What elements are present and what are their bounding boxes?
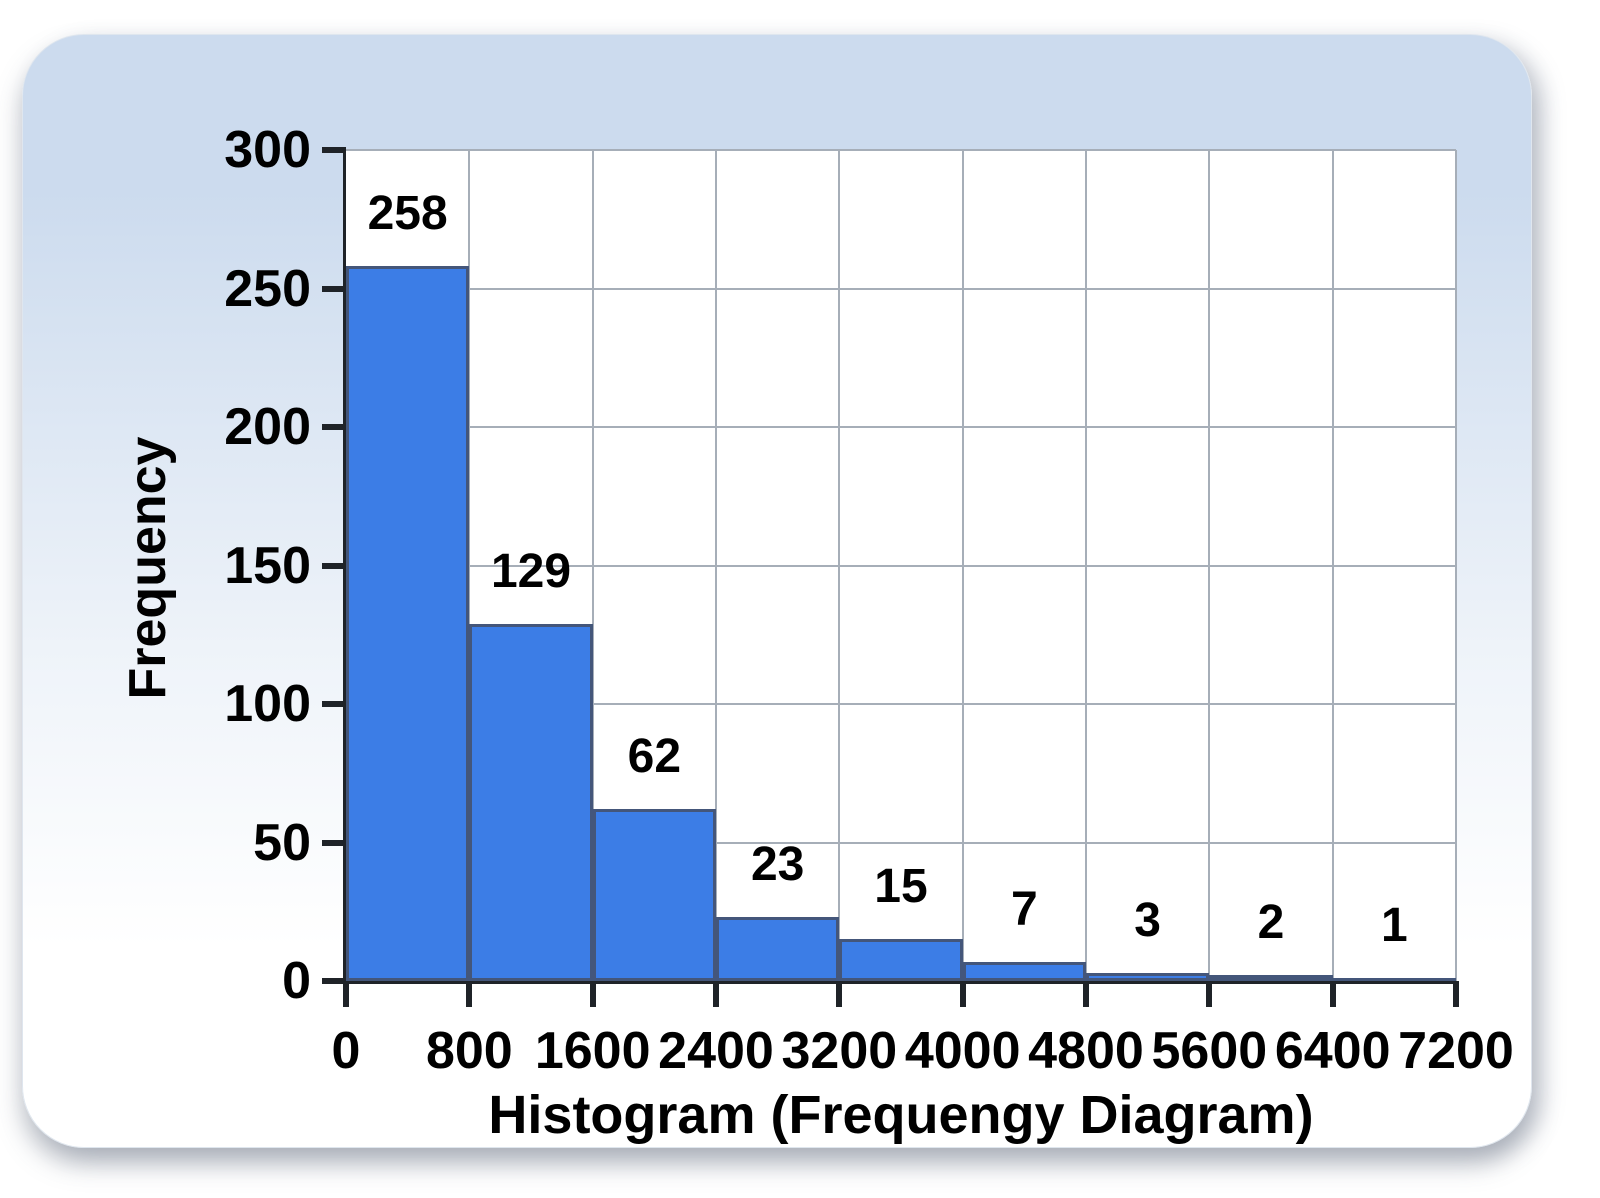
v-gridline	[1331, 150, 1334, 981]
histogram-bar	[469, 623, 593, 981]
v-gridline	[961, 150, 964, 981]
x-tick-mark	[1453, 981, 1459, 1007]
y-tick-mark	[322, 285, 346, 292]
x-tick-mark	[959, 981, 966, 1007]
x-tick-mark	[1206, 981, 1213, 1007]
v-gridline	[591, 150, 594, 981]
x-tick-mark	[343, 981, 349, 1007]
y-tick-label: 0	[282, 952, 311, 1010]
v-gridline	[838, 150, 841, 981]
y-tick-mark	[322, 147, 346, 153]
histogram-bar	[716, 917, 840, 981]
histogram-bar	[962, 961, 1086, 981]
v-gridline	[715, 150, 717, 981]
h-gridline	[346, 426, 1456, 428]
x-tick-mark	[589, 981, 596, 1007]
x-tick-label: 2400	[658, 1022, 774, 1080]
y-tick-label: 200	[224, 398, 311, 456]
y-tick-label: 50	[253, 813, 311, 872]
y-tick-mark	[322, 839, 346, 846]
h-gridline	[346, 564, 1456, 567]
plot-area	[346, 149, 1457, 984]
bar-value-label: 62	[627, 730, 682, 784]
x-tick-label: 4800	[1028, 1022, 1144, 1080]
x-tick-label: 0	[331, 1022, 361, 1080]
chart-title: Histogram (Frequengy Diagram)	[488, 1085, 1314, 1145]
bar-value-label: 2	[1257, 896, 1285, 950]
bar-value-label: 129	[490, 544, 572, 598]
histogram-bar	[1086, 972, 1210, 981]
v-gridline	[468, 150, 471, 981]
v-gridline	[1085, 150, 1087, 981]
bar-value-label: 1	[1380, 899, 1408, 952]
bar-value-label: 7	[1010, 882, 1038, 936]
y-tick-mark	[322, 978, 346, 984]
x-tick-label: 4000	[904, 1022, 1021, 1080]
x-tick-mark	[466, 981, 473, 1007]
bar-value-label: 3	[1134, 893, 1161, 947]
bar-value-label: 23	[750, 838, 805, 892]
x-tick-label: 1600	[534, 1022, 651, 1080]
bar-value-label: 15	[874, 860, 928, 914]
bar-value-label: 258	[367, 187, 448, 241]
x-tick-mark	[836, 981, 843, 1007]
chart-card: Frequency Histogram (Frequengy Diagram) …	[22, 34, 1532, 1148]
v-gridline	[1208, 150, 1211, 981]
y-tick-label: 100	[224, 675, 311, 733]
x-tick-label: 6400	[1274, 1022, 1391, 1080]
histogram-bar	[839, 939, 963, 981]
histogram-bar	[1209, 975, 1333, 982]
h-gridline	[346, 841, 1456, 844]
h-gridline	[346, 149, 1456, 151]
histogram-bar	[346, 266, 470, 981]
y-tick-label: 300	[224, 121, 311, 179]
y-tick-mark	[322, 562, 346, 569]
x-tick-label: 7200	[1398, 1022, 1514, 1080]
x-tick-label: 5600	[1151, 1022, 1268, 1080]
x-tick-mark	[713, 981, 719, 1007]
y-tick-mark	[322, 701, 346, 707]
h-gridline	[346, 703, 1456, 705]
x-tick-label: 3200	[781, 1022, 898, 1080]
x-axis-line	[343, 981, 1459, 984]
y-tick-mark	[322, 424, 346, 430]
x-tick-mark	[1329, 981, 1336, 1007]
v-gridline	[1455, 150, 1457, 981]
x-tick-mark	[1083, 981, 1089, 1007]
y-tick-label: 250	[224, 259, 311, 318]
x-tick-label: 800	[425, 1022, 513, 1080]
h-gridline	[346, 287, 1456, 290]
histogram-bar	[592, 809, 716, 981]
y-tick-label: 150	[224, 536, 311, 595]
